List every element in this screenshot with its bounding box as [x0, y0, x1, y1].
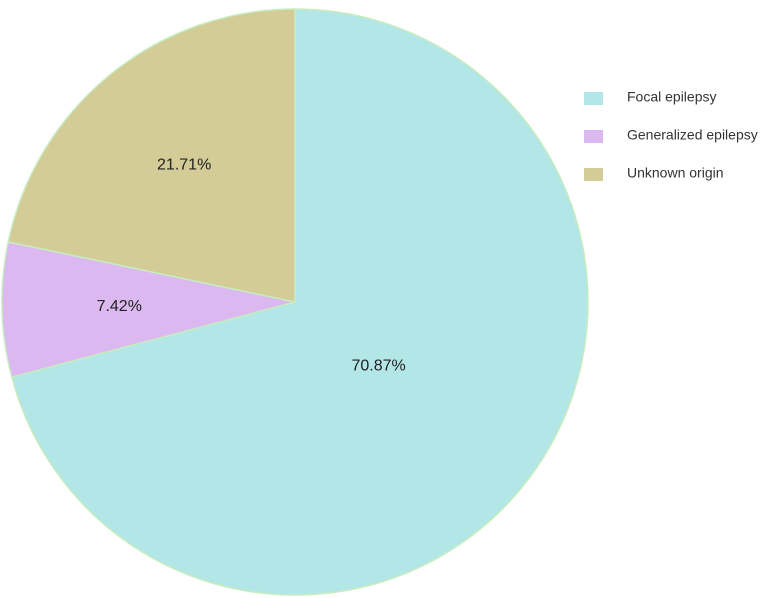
legend-swatch	[584, 92, 603, 105]
legend-label: Focal epilepsy	[627, 89, 717, 105]
value-label: 70.87%	[351, 358, 405, 375]
value-label: 7.42%	[97, 298, 142, 315]
pie-slice	[1, 240, 296, 379]
legend-label: Generalized epilepsy	[627, 127, 758, 143]
legend-swatch	[584, 168, 603, 181]
legend-swatch	[584, 130, 603, 143]
value-label: 21.71%	[157, 157, 211, 174]
pie-slice	[10, 8, 589, 596]
legend-label: Unknown origin	[627, 165, 724, 181]
pie-slice	[7, 8, 296, 303]
